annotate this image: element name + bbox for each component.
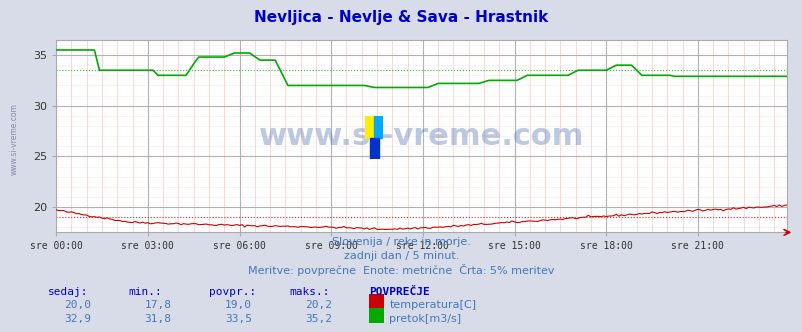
Text: 35,2: 35,2 <box>305 314 332 324</box>
Text: 19,0: 19,0 <box>225 300 252 310</box>
Text: 32,9: 32,9 <box>64 314 91 324</box>
Text: povpr.:: povpr.: <box>209 287 256 297</box>
Bar <box>369 138 379 159</box>
Text: temperatura[C]: temperatura[C] <box>389 300 476 310</box>
Bar <box>374 116 383 138</box>
Text: 31,8: 31,8 <box>144 314 172 324</box>
Text: www.si-vreme.com: www.si-vreme.com <box>258 122 584 151</box>
Text: pretok[m3/s]: pretok[m3/s] <box>389 314 461 324</box>
Text: www.si-vreme.com: www.si-vreme.com <box>10 104 18 175</box>
Text: 20,2: 20,2 <box>305 300 332 310</box>
Text: 33,5: 33,5 <box>225 314 252 324</box>
Text: Nevljica - Nevlje & Sava - Hrastnik: Nevljica - Nevlje & Sava - Hrastnik <box>254 10 548 25</box>
Text: zadnji dan / 5 minut.: zadnji dan / 5 minut. <box>343 251 459 261</box>
Text: POVPREČJE: POVPREČJE <box>369 287 430 297</box>
Text: maks.:: maks.: <box>289 287 329 297</box>
Text: 17,8: 17,8 <box>144 300 172 310</box>
Text: min.:: min.: <box>128 287 162 297</box>
Text: Meritve: povprečne  Enote: metrične  Črta: 5% meritev: Meritve: povprečne Enote: metrične Črta:… <box>248 264 554 276</box>
Text: sedaj:: sedaj: <box>48 287 88 297</box>
Text: 20,0: 20,0 <box>64 300 91 310</box>
Bar <box>365 116 374 138</box>
Text: Slovenija / reke in morje.: Slovenija / reke in morje. <box>332 237 470 247</box>
